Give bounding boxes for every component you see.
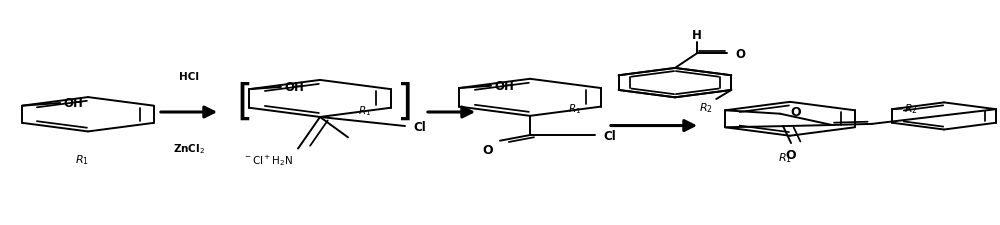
Text: O: O xyxy=(790,106,801,118)
Text: OH: OH xyxy=(63,97,83,110)
Text: R$_1$: R$_1$ xyxy=(75,152,89,166)
Text: Cl: Cl xyxy=(603,129,616,142)
Text: $^-$Cl$^+$H$_2$N: $^-$Cl$^+$H$_2$N xyxy=(243,152,293,167)
Text: ]: ] xyxy=(397,81,413,123)
Text: OH: OH xyxy=(494,80,514,93)
Text: R$_1$: R$_1$ xyxy=(568,101,581,115)
Text: R$_2$: R$_2$ xyxy=(904,102,918,115)
Text: R$_1$: R$_1$ xyxy=(358,104,371,117)
Text: HCl: HCl xyxy=(179,72,199,82)
Text: R$_2$: R$_2$ xyxy=(699,101,713,115)
Text: ZnCl$_2$: ZnCl$_2$ xyxy=(173,142,205,155)
Text: O: O xyxy=(735,47,745,61)
Text: H: H xyxy=(692,29,702,42)
Text: Cl: Cl xyxy=(413,120,426,133)
Text: O: O xyxy=(786,148,796,161)
Text: R$_1$: R$_1$ xyxy=(778,151,792,164)
Text: OH: OH xyxy=(284,81,304,94)
Text: [: [ xyxy=(237,81,253,123)
Text: O: O xyxy=(483,143,493,156)
